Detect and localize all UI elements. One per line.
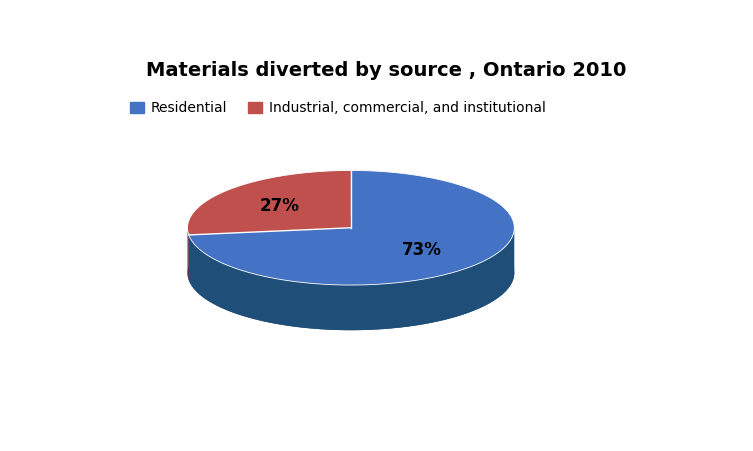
Polygon shape [187,216,514,330]
Polygon shape [189,228,514,330]
Polygon shape [187,228,189,280]
Polygon shape [189,228,351,280]
Polygon shape [187,170,351,235]
Legend: Residential, Industrial, commercial, and institutional: Residential, Industrial, commercial, and… [124,96,551,121]
Polygon shape [189,170,514,285]
Text: Materials diverted by source , Ontario 2010: Materials diverted by source , Ontario 2… [146,61,626,80]
Text: 27%: 27% [260,197,300,215]
Text: 73%: 73% [402,241,442,259]
